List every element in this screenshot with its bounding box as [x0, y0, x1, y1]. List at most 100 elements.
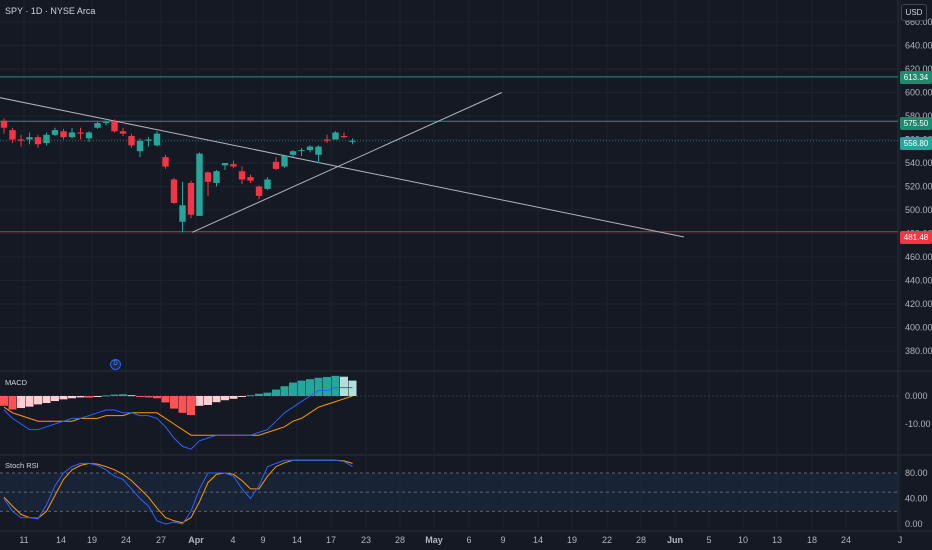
- time-axis-label: 14: [292, 535, 302, 545]
- price-axis-tick: 520.00: [905, 182, 932, 192]
- macd-histogram-bar: [17, 396, 25, 409]
- candle-body: [153, 133, 161, 146]
- candle-body: [272, 161, 280, 169]
- macd-histogram-bar: [331, 375, 340, 396]
- macd-line: [3, 387, 353, 450]
- candle-body: [196, 153, 203, 216]
- macd-histogram-bar: [161, 396, 170, 403]
- macd-histogram-bar: [51, 396, 59, 402]
- macd-histogram-bar: [195, 396, 204, 406]
- price-badge-current: 558.80: [900, 137, 932, 150]
- candle-body: [204, 172, 212, 182]
- macd-histogram-bar: [306, 379, 314, 396]
- macd-histogram-bar: [289, 382, 297, 396]
- time-axis-label: May: [425, 535, 443, 545]
- price-axis-tick: 540.00: [905, 158, 932, 168]
- time-axis-label: 27: [156, 535, 166, 545]
- candle-body: [85, 132, 93, 139]
- stoch-axis-tick: 40.00: [905, 494, 928, 504]
- macd-histogram-bar: [93, 396, 102, 397]
- time-axis-label: 23: [361, 535, 371, 545]
- macd-histogram-bar: [246, 395, 255, 397]
- time-axis-label: 19: [87, 535, 97, 545]
- price-axis-tick: 420.00: [905, 299, 932, 309]
- candle-body: [255, 186, 263, 196]
- time-axis-label: 13: [772, 535, 782, 545]
- macd-histogram-bar: [59, 396, 68, 400]
- stoch-axis-tick: 80.00: [905, 468, 928, 478]
- time-axis-label: 9: [260, 535, 265, 545]
- macd-pane-title: MACD: [5, 378, 28, 387]
- candle-body: [187, 182, 195, 215]
- macd-histogram-bar: [187, 396, 195, 416]
- time-axis-label: 28: [636, 535, 646, 545]
- time-axis-label: J: [898, 535, 903, 545]
- candle-body: [281, 155, 288, 167]
- candle-body: [60, 131, 67, 138]
- candle-body: [332, 132, 339, 140]
- macd-histogram-bar: [34, 396, 42, 405]
- dividend-marker-icon[interactable]: D: [110, 359, 121, 370]
- time-axis-label: 5: [706, 535, 711, 545]
- macd-histogram-bar: [204, 396, 212, 405]
- time-axis-label: 22: [602, 535, 612, 545]
- macd-histogram-bar: [153, 396, 161, 399]
- macd-histogram-bar: [297, 380, 306, 396]
- macd-histogram-bar: [323, 376, 331, 396]
- time-axis-label: 17: [326, 535, 336, 545]
- time-axis-label: 14: [533, 535, 543, 545]
- candle-body: [94, 123, 101, 128]
- price-axis-tick: 460.00: [905, 252, 932, 262]
- candle-body: [136, 140, 144, 152]
- currency-button[interactable]: USD: [901, 4, 927, 21]
- time-axis-label: 11: [19, 535, 28, 545]
- macd-histogram-bar: [8, 396, 17, 410]
- macd-histogram-bar: [136, 396, 144, 397]
- candle-body: [298, 150, 305, 152]
- candle-body: [213, 171, 220, 183]
- time-axis-label: Apr: [188, 535, 204, 545]
- stoch-rsi-pane-title: Stoch RSI: [5, 461, 39, 470]
- price-axis-tick: 620.00: [905, 64, 932, 74]
- macd-histogram-bar: [280, 386, 289, 396]
- candle-body: [170, 179, 178, 203]
- candle-body: [340, 135, 348, 138]
- trendline-ascending: [192, 92, 503, 233]
- macd-histogram-bar: [238, 396, 246, 397]
- time-axis-label: 9: [500, 535, 505, 545]
- candle-body: [119, 131, 127, 134]
- time-axis-label: 24: [121, 535, 131, 545]
- macd-histogram-bar: [119, 394, 127, 396]
- candle-body: [111, 121, 118, 132]
- candle-body: [162, 157, 169, 167]
- macd-histogram-bar: [42, 396, 51, 403]
- macd-histogram-bar: [212, 396, 221, 403]
- candle-body: [128, 135, 135, 146]
- candle-body: [247, 177, 254, 181]
- price-axis-tick: 400.00: [905, 323, 932, 333]
- macd-histogram-bar: [263, 392, 272, 396]
- candle-body: [17, 139, 25, 141]
- macd-axis-tick: 0.000: [905, 391, 928, 401]
- price-axis-tick: 380.00: [905, 346, 932, 356]
- price-badge-575-50: 575.50: [900, 117, 932, 130]
- macd-histogram-bar: [102, 395, 110, 397]
- macd-histogram-bar: [178, 396, 187, 413]
- stoch-axis-tick: 0.00: [905, 519, 923, 529]
- macd-histogram-bar: [127, 395, 136, 397]
- time-axis-label: 4: [230, 535, 235, 545]
- candle-body: [34, 137, 42, 145]
- time-axis-label: 24: [841, 535, 851, 545]
- stoch-rsi-k-line: [3, 459, 353, 525]
- candle-body: [51, 130, 59, 135]
- candle-body: [9, 130, 16, 140]
- candle-body: [289, 151, 297, 155]
- candle-body: [0, 120, 8, 128]
- macd-histogram-bar: [110, 394, 119, 396]
- candle-body: [102, 121, 110, 124]
- symbol-info: SPY · 1D · NYSE Arca: [5, 6, 96, 16]
- time-axis-label: 28: [395, 535, 405, 545]
- macd-axis-tick: -10.00: [905, 419, 931, 429]
